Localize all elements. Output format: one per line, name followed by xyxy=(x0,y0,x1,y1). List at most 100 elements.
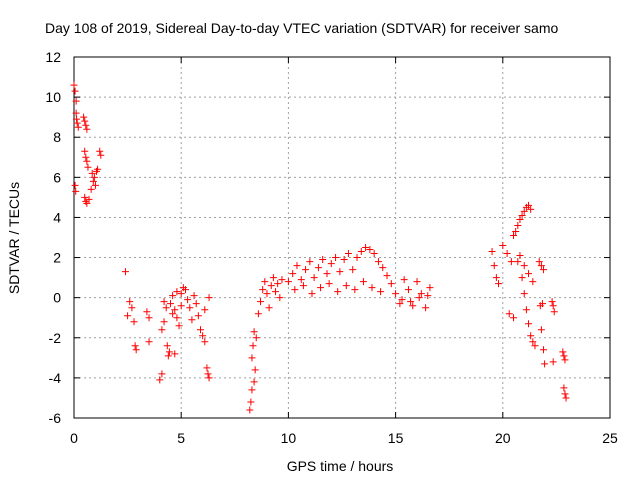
data-point xyxy=(201,306,209,314)
data-point xyxy=(317,284,325,292)
x-tick-label: 25 xyxy=(602,430,618,446)
data-point xyxy=(84,163,92,171)
data-point xyxy=(357,248,365,256)
data-point xyxy=(184,296,192,304)
y-tick-label: 4 xyxy=(53,209,61,225)
data-point xyxy=(560,384,568,392)
data-point xyxy=(310,274,318,282)
data-point xyxy=(560,352,568,360)
x-axis-label: GPS time / hours xyxy=(287,458,394,474)
y-tick-label: 0 xyxy=(53,290,61,306)
data-point xyxy=(529,338,537,346)
data-point xyxy=(145,338,153,346)
y-axis-label: SDTVAR / TECUs xyxy=(6,182,22,294)
data-point xyxy=(549,358,557,366)
data-point xyxy=(368,284,376,292)
data-point xyxy=(342,282,350,290)
data-point xyxy=(130,318,138,326)
data-point xyxy=(344,250,352,258)
data-point xyxy=(259,286,267,294)
y-tick-label: 10 xyxy=(45,89,61,105)
data-point xyxy=(204,370,212,378)
data-point xyxy=(249,342,257,350)
data-point xyxy=(525,270,533,278)
data-point xyxy=(173,288,181,296)
data-point xyxy=(415,294,423,302)
data-point xyxy=(512,227,520,235)
data-point xyxy=(522,306,530,314)
data-point xyxy=(171,350,179,358)
data-point xyxy=(72,187,80,195)
data-point xyxy=(145,314,153,322)
data-point xyxy=(392,290,400,298)
data-point xyxy=(514,258,522,266)
data-point xyxy=(278,276,286,284)
data-point xyxy=(88,169,96,177)
data-point xyxy=(319,256,327,264)
data-point xyxy=(370,250,378,258)
data-point xyxy=(70,81,78,89)
data-point xyxy=(561,390,569,398)
x-tick-label: 10 xyxy=(281,430,297,446)
data-point xyxy=(156,376,164,384)
data-point xyxy=(510,231,518,239)
data-point xyxy=(535,258,543,266)
data-point xyxy=(171,306,179,314)
data-point xyxy=(83,199,91,207)
data-point xyxy=(261,278,269,286)
data-point xyxy=(549,302,557,310)
data-point xyxy=(351,286,359,294)
data-point xyxy=(340,256,348,264)
data-point xyxy=(424,292,432,300)
data-point xyxy=(398,296,406,304)
data-point xyxy=(158,370,166,378)
data-points xyxy=(70,81,570,414)
x-tick-label: 0 xyxy=(70,430,78,446)
data-point xyxy=(165,348,173,356)
data-point xyxy=(85,195,93,203)
data-point xyxy=(422,304,430,312)
data-point xyxy=(163,342,171,350)
data-point xyxy=(181,286,189,294)
data-point xyxy=(400,276,408,284)
data-point xyxy=(166,300,174,308)
data-point xyxy=(265,304,273,312)
data-point xyxy=(81,117,89,125)
data-point xyxy=(81,147,89,155)
data-point xyxy=(246,406,254,414)
data-point xyxy=(518,274,526,282)
data-point xyxy=(561,356,569,364)
data-point xyxy=(175,322,183,330)
data-point xyxy=(527,205,535,213)
data-point xyxy=(306,258,314,266)
plot-frame xyxy=(73,56,611,419)
data-point xyxy=(302,266,310,274)
data-point xyxy=(537,262,545,270)
data-point xyxy=(520,207,528,215)
data-point xyxy=(559,348,567,356)
data-point xyxy=(404,286,412,294)
data-point xyxy=(308,290,316,298)
grid-lines xyxy=(74,57,610,418)
data-point xyxy=(94,165,102,173)
data-point xyxy=(131,342,139,350)
x-tick-label: 5 xyxy=(177,430,185,446)
data-point xyxy=(252,334,260,342)
data-point xyxy=(407,298,415,306)
data-point xyxy=(276,294,284,302)
data-point xyxy=(540,346,548,354)
data-point xyxy=(251,366,259,374)
data-point xyxy=(173,314,181,322)
data-point xyxy=(396,300,404,308)
data-point xyxy=(248,386,256,394)
data-point xyxy=(353,254,361,262)
y-tick-label: -2 xyxy=(49,330,62,346)
data-point xyxy=(132,346,140,354)
data-point xyxy=(196,326,204,334)
data-point xyxy=(516,252,524,260)
y-tick-label: -6 xyxy=(49,410,62,426)
data-point xyxy=(538,300,546,308)
data-point xyxy=(349,266,357,274)
data-point xyxy=(293,262,301,270)
